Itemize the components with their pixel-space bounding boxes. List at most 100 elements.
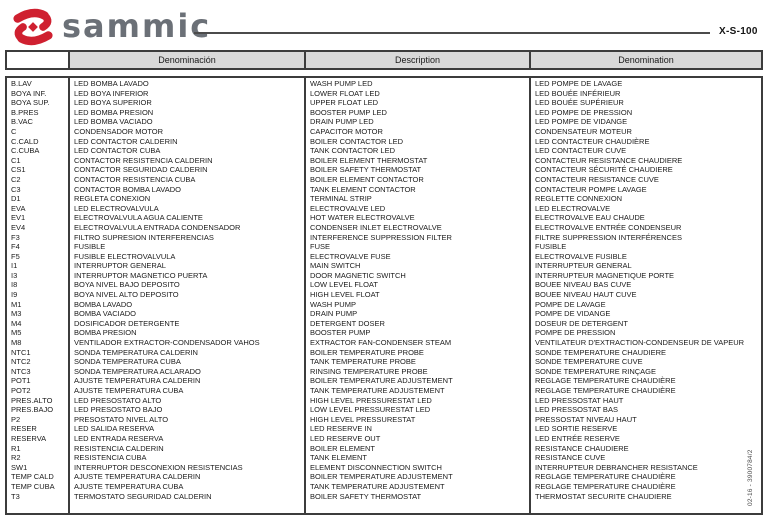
description-cell: LED RESERVE OUT bbox=[304, 433, 530, 444]
part-code-cell: EV1 bbox=[11, 213, 26, 223]
description-cell: BOILER TEMPERATURE ADJUSTEMENT bbox=[304, 472, 530, 482]
denomination-cell: INTERRUPTEUR MAGNETIQUE PORTE bbox=[529, 270, 762, 281]
part-code-cell: C.CUBA bbox=[11, 146, 40, 156]
table-row: R1 RESISTENCIA CALDERIN BOILER ELEMENT R… bbox=[6, 443, 762, 454]
parts-legend: Denominación Description Denomination B.… bbox=[5, 50, 763, 516]
table-row: F4 FUSIBLE FUSE FUSIBLE bbox=[6, 242, 762, 252]
denominacion-cell: BOMBA VACIADO bbox=[68, 309, 305, 319]
table-row: NTC1 SONDA TEMPERATURA CALDERIN BOILER T… bbox=[6, 347, 762, 358]
description-cell: BOOSTER PUMP LED bbox=[304, 107, 530, 118]
description-cell: DETERGENT DOSER bbox=[304, 318, 530, 329]
brand-name: sammic bbox=[62, 7, 212, 45]
parts-table: B.LAV LED BOMBA LAVADO WASH PUMP LED LED… bbox=[5, 76, 763, 516]
part-code-cell: EV4 bbox=[11, 222, 26, 232]
description-cell: EXTRACTOR FAN-CONDENSER STEAM bbox=[304, 338, 530, 348]
denominacion-cell: LED PRESOSTATO ALTO bbox=[68, 395, 305, 406]
denomination-cell: FILTRE SUPPRESSION INTERFÉRENCES bbox=[529, 232, 762, 243]
table-row: RESER LED SALIDA RESERVA LED RESERVE IN … bbox=[6, 424, 762, 434]
part-code-cell: POT1 bbox=[11, 376, 31, 386]
denominacion-cell: AJUSTE TEMPERATURA CUBA bbox=[68, 481, 305, 492]
description-cell: ELECTROVALVE LED bbox=[304, 203, 530, 214]
denomination-cell: LED POMPE DE VIDANGE bbox=[529, 117, 762, 127]
description-cell: TANK ELEMENT CONTACTOR bbox=[304, 184, 530, 195]
table-row: EVA LED ELECTROVALVULA ELECTROVALVE LED … bbox=[6, 203, 762, 214]
part-code-cell: D1 bbox=[11, 194, 21, 204]
denominacion-cell: BOYA NIVEL BAJO DEPOSITO bbox=[68, 280, 305, 291]
description-cell: MAIN SWITCH bbox=[304, 261, 530, 271]
denomination-cell: INTERRUPTEUR GENERAL bbox=[529, 261, 762, 271]
denominacion-cell: PRESOSTATO NIVEL ALTO bbox=[68, 414, 305, 425]
description-cell: HIGH LEVEL PRESSURESTAT bbox=[304, 414, 530, 425]
denominacion-cell: BOMBA LAVADO bbox=[68, 299, 305, 310]
denomination-cell: REGLAGE TEMPERATURE CHAUDIÈRE bbox=[529, 481, 762, 492]
part-code-cell: RESER bbox=[11, 424, 37, 434]
denominacion-cell: VENTILADOR EXTRACTOR-CONDENSADOR VAHOS bbox=[68, 338, 305, 348]
description-cell: TERMINAL STRIP bbox=[304, 194, 530, 204]
part-code-cell: M5 bbox=[11, 328, 22, 338]
table-row: M3 BOMBA VACIADO DRAIN PUMP POMPE DE VID… bbox=[6, 309, 762, 319]
table-top-spacer bbox=[6, 77, 762, 79]
denomination-cell: THERMOSTAT SECURITE CHAUDIERE bbox=[529, 491, 762, 502]
denomination-cell: CONTACTEUR RESISTANCE CUVE bbox=[529, 174, 762, 185]
description-cell: BOILER CONTACTOR LED bbox=[304, 136, 530, 147]
table-row: F5 FUSIBLE ELECTROVALVULA ELECTROVALVE F… bbox=[6, 251, 762, 262]
description-cell: HOT WATER ELECTROVALVE bbox=[304, 213, 530, 223]
table-row: F3 FILTRO SUPRESION INTERFERENCIAS INTER… bbox=[6, 232, 762, 243]
description-cell: HIGH LEVEL PRESSURESTAT LED bbox=[304, 395, 530, 406]
denomination-cell: REGLETTE CONNEXION bbox=[529, 194, 762, 204]
denominacion-cell: LED CONTACTOR CALDERIN bbox=[68, 136, 305, 147]
denomination-cell: CONDENSATEUR MOTEUR bbox=[529, 126, 762, 137]
denominacion-cell: INTERRUPTOR DESCONEXION RESISTENCIAS bbox=[68, 462, 305, 473]
description-cell: DRAIN PUMP LED bbox=[304, 117, 530, 127]
denomination-cell: LED CONTACTEUR CUVE bbox=[529, 146, 762, 156]
denomination-cell: SONDE TEMPERATURE CUVE bbox=[529, 357, 762, 367]
table-row: SW1 INTERRUPTOR DESCONEXION RESISTENCIAS… bbox=[6, 462, 762, 473]
denominacion-cell: FUSIBLE bbox=[68, 242, 305, 252]
part-code-cell: M1 bbox=[11, 299, 22, 309]
description-cell: TANK TEMPERATURE ADJUSTEMENT bbox=[304, 481, 530, 492]
denominacion-cell: REGLETA CONEXION bbox=[68, 194, 305, 204]
description-cell: TANK ELEMENT bbox=[304, 453, 530, 463]
denominacion-cell: BOMBA PRESION bbox=[68, 328, 305, 339]
part-code-cell: PRES.ALTO bbox=[11, 395, 53, 405]
column-header-denominacion: Denominación bbox=[68, 50, 306, 70]
part-code-cell: BOYA INF. bbox=[11, 88, 47, 98]
denomination-cell: SONDE TEMPERATURE CHAUDIERE bbox=[529, 347, 762, 358]
denomination-cell: BOUEE NIVEAU HAUT CUVE bbox=[529, 290, 762, 300]
denomination-cell: INTERRUPTEUR DEBRANCHER RESISTANCE bbox=[529, 462, 762, 473]
denominacion-cell: CONTACTOR SEGURIDAD CALDERIN bbox=[68, 165, 305, 175]
table-row: B.PRES LED BOMBA PRESION BOOSTER PUMP LE… bbox=[6, 107, 762, 118]
table-row: I8 BOYA NIVEL BAJO DEPOSITO LOW LEVEL FL… bbox=[6, 280, 762, 291]
description-cell: WASH PUMP LED bbox=[304, 79, 530, 89]
denomination-cell: POMPE DE LAVAGE bbox=[529, 299, 762, 310]
description-cell: CAPACITOR MOTOR bbox=[304, 126, 530, 137]
part-code-cell: R2 bbox=[11, 453, 21, 463]
denominacion-cell: SONDA TEMPERATURA ACLARADO bbox=[68, 366, 305, 377]
description-cell: DOOR MAGNETIC SWITCH bbox=[304, 270, 530, 281]
denominacion-cell: SONDA TEMPERATURA CUBA bbox=[68, 357, 305, 367]
sammic-logo-icon bbox=[13, 8, 53, 46]
table-row: C3 CONTACTOR BOMBA LAVADO TANK ELEMENT C… bbox=[6, 184, 762, 195]
table-row: P2 PRESOSTATO NIVEL ALTO HIGH LEVEL PRES… bbox=[6, 414, 762, 425]
part-code-cell: F5 bbox=[11, 251, 20, 261]
denominacion-cell: LED ELECTROVALVULA bbox=[68, 203, 305, 214]
table-row: T3 TERMOSTATO SEGURIDAD CALDERIN BOILER … bbox=[6, 491, 762, 502]
column-header-denomination: Denomination bbox=[529, 50, 763, 70]
table-row: C.CALD LED CONTACTOR CALDERIN BOILER CON… bbox=[6, 136, 762, 147]
part-code-cell: RESERVA bbox=[11, 433, 47, 443]
denomination-cell: CONTACTEUR RESISTANCE CHAUDIERE bbox=[529, 155, 762, 166]
denomination-cell: VENTILATEUR D'EXTRACTION-CONDENSEUR DE V… bbox=[529, 338, 762, 348]
description-cell: TANK TEMPERATURE PROBE bbox=[304, 357, 530, 367]
denominacion-cell: LED BOMBA VACIADO bbox=[68, 117, 305, 127]
table-row: C2 CONTACTOR RESISTENCIA CUBA BOILER ELE… bbox=[6, 174, 762, 185]
denominacion-cell: LED SALIDA RESERVA bbox=[68, 424, 305, 434]
part-code-cell: CS1 bbox=[11, 165, 26, 175]
denomination-cell: POMPE DE PRESSION bbox=[529, 328, 762, 339]
table-row: M8 VENTILADOR EXTRACTOR-CONDENSADOR VAHO… bbox=[6, 338, 762, 348]
denomination-cell: ELECTROVALVE ENTRÉE CONDENSEUR bbox=[529, 222, 762, 233]
denominacion-cell: LED BOMBA LAVADO bbox=[68, 79, 305, 89]
denominacion-cell: BOYA NIVEL ALTO DEPOSITO bbox=[68, 290, 305, 300]
part-code-cell: C3 bbox=[11, 184, 21, 194]
part-code-cell: BOYA SUP. bbox=[11, 98, 50, 108]
